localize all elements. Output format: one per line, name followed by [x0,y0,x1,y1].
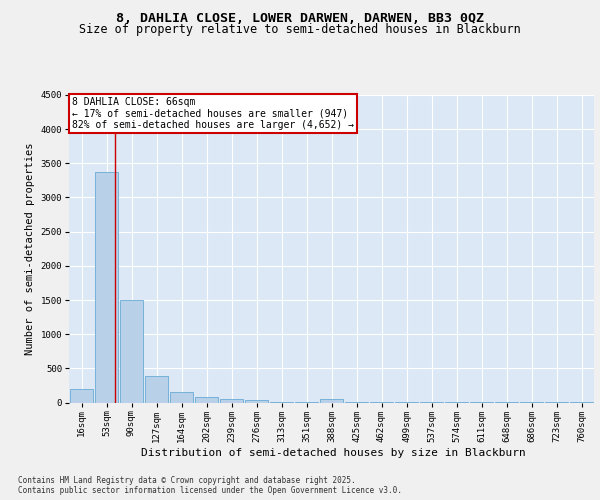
Text: Contains HM Land Registry data © Crown copyright and database right 2025.: Contains HM Land Registry data © Crown c… [18,476,356,485]
Bar [170,392,193,402]
Bar [120,300,143,402]
Y-axis label: Number of semi-detached properties: Number of semi-detached properties [25,142,35,355]
Text: Distribution of semi-detached houses by size in Blackburn: Distribution of semi-detached houses by … [140,448,526,458]
Bar [195,398,218,402]
Bar [245,400,268,402]
Bar [320,399,343,402]
Bar [145,376,168,402]
Text: 8 DAHLIA CLOSE: 66sqm
← 17% of semi-detached houses are smaller (947)
82% of sem: 8 DAHLIA CLOSE: 66sqm ← 17% of semi-deta… [71,96,353,130]
Text: Contains public sector information licensed under the Open Government Licence v3: Contains public sector information licen… [18,486,402,495]
Bar [220,398,243,402]
Text: Size of property relative to semi-detached houses in Blackburn: Size of property relative to semi-detach… [79,24,521,36]
Bar [70,389,93,402]
Text: 8, DAHLIA CLOSE, LOWER DARWEN, DARWEN, BB3 0QZ: 8, DAHLIA CLOSE, LOWER DARWEN, DARWEN, B… [116,12,484,26]
Bar [95,172,118,402]
